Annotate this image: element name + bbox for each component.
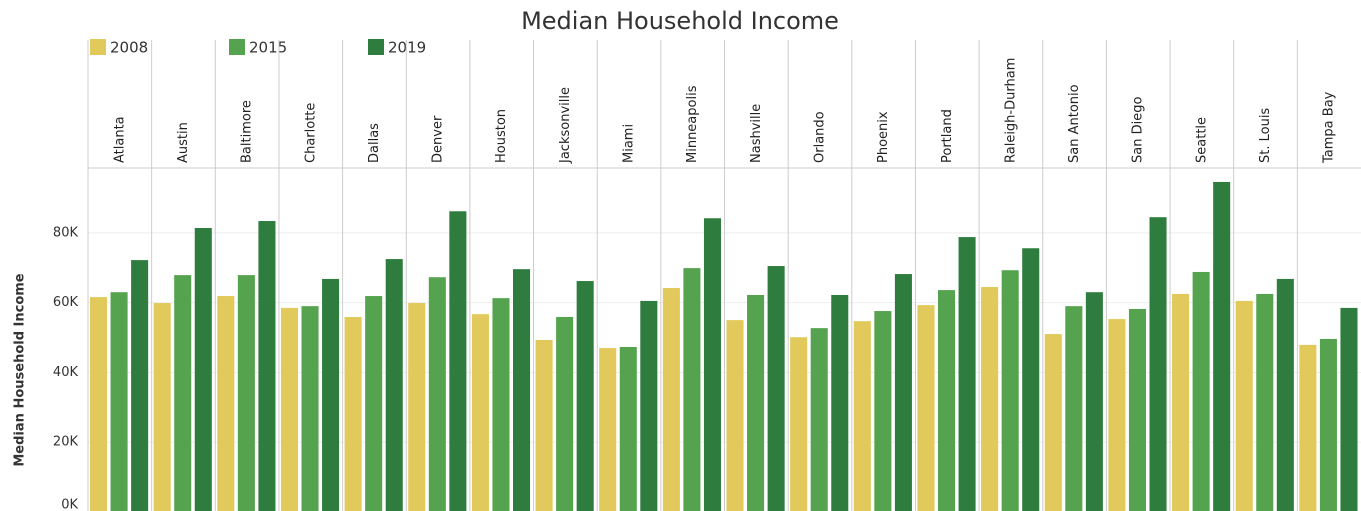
x-tick-label: Raleigh-Durham (1003, 58, 1018, 163)
bar (1319, 338, 1337, 511)
bar (556, 316, 574, 511)
x-tick-label: St. Louis (1258, 108, 1273, 163)
bar (1108, 319, 1126, 511)
bar (237, 275, 255, 511)
bar (513, 269, 531, 511)
x-tick-label: Tampa Bay (1322, 91, 1337, 164)
bar (958, 237, 976, 511)
bar (747, 294, 765, 511)
y-tick-label: 60K (53, 295, 79, 310)
legend-label: 2019 (388, 39, 426, 57)
bar (471, 314, 489, 511)
bar (810, 328, 828, 511)
bar (981, 286, 999, 511)
bar (110, 292, 128, 511)
x-tick-label: Denver (431, 115, 446, 163)
bar (894, 274, 912, 511)
bar (599, 348, 617, 511)
bar (1192, 271, 1210, 511)
bar (428, 277, 446, 511)
y-tick-label: 20K (53, 435, 79, 450)
bar (365, 296, 383, 511)
legend-swatch (229, 39, 245, 55)
legend-swatch (368, 39, 384, 55)
bar (1256, 293, 1274, 511)
bar (1065, 306, 1083, 511)
bar (917, 305, 935, 511)
x-tick-label: Houston (494, 109, 509, 163)
bar (280, 307, 298, 511)
x-tick-label: San Antonio (1067, 84, 1082, 163)
bar (726, 320, 744, 511)
bar (90, 297, 108, 511)
bar (938, 290, 956, 511)
legend-swatch (90, 39, 106, 55)
x-tick-label: Baltimore (240, 100, 255, 163)
bar (449, 211, 467, 511)
bar (1235, 300, 1253, 511)
bar (408, 303, 426, 511)
x-tick-label: Portland (940, 109, 955, 163)
y-axis-title: Median Household Income (13, 273, 28, 466)
bar (1213, 181, 1231, 511)
x-tick-label: Dallas (367, 123, 382, 163)
bar (322, 278, 340, 511)
bar (301, 306, 319, 511)
bar (1085, 292, 1103, 511)
bar (576, 281, 594, 511)
x-tick-label: San Diego (1131, 97, 1146, 163)
x-tick-label: Miami (622, 124, 637, 163)
bar (1128, 308, 1146, 511)
bar (831, 294, 849, 511)
bar (153, 303, 171, 511)
y-tick-label: 0K (61, 498, 78, 511)
bar (619, 346, 637, 511)
bar (767, 266, 785, 511)
x-tick-label: Austin (176, 122, 191, 163)
bar (1001, 270, 1019, 511)
y-tick-label: 40K (53, 365, 79, 380)
bar (790, 337, 808, 511)
x-tick-label: Jacksonville (558, 87, 573, 164)
x-tick-label: Charlotte (303, 103, 318, 163)
bar (258, 221, 276, 511)
bar (874, 311, 892, 511)
bar (1340, 307, 1358, 511)
bar (662, 288, 680, 511)
bar (194, 228, 212, 511)
bar (1022, 248, 1040, 511)
bar (640, 300, 658, 511)
bar (1044, 334, 1062, 511)
bar (1172, 293, 1190, 511)
x-tick-label: Phoenix (876, 111, 891, 163)
y-tick-label: 80K (53, 225, 79, 240)
legend-label: 2015 (249, 39, 287, 57)
x-tick-label: Atlanta (112, 116, 127, 163)
bar (492, 298, 510, 511)
bar (535, 340, 553, 511)
chart-title: Median Household Income (521, 7, 839, 35)
bar (217, 296, 235, 511)
x-tick-label: Minneapolis (685, 85, 700, 163)
bar (1149, 217, 1167, 511)
x-tick-label: Nashville (749, 104, 764, 163)
x-tick-label: Seattle (1194, 117, 1209, 163)
bar (703, 218, 721, 511)
bar (344, 316, 362, 511)
bar (385, 259, 403, 511)
bar (1299, 344, 1317, 511)
legend-label: 2008 (110, 39, 148, 57)
bar (1276, 278, 1294, 511)
bar (174, 275, 192, 511)
bar (853, 321, 871, 511)
bar (683, 268, 701, 511)
x-tick-label: Orlando (812, 111, 827, 163)
bar (131, 260, 149, 511)
